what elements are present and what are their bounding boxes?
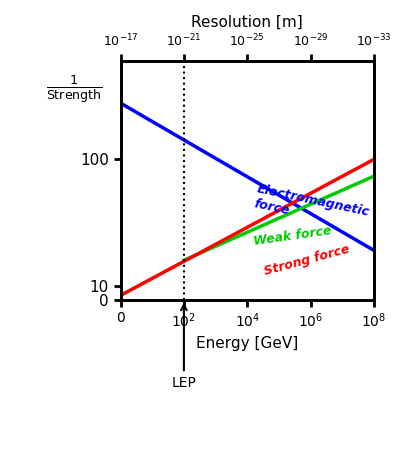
Text: Electromagnetic
force: Electromagnetic force (253, 183, 371, 234)
Text: LEP: LEP (171, 305, 196, 390)
Text: Strong force: Strong force (263, 243, 351, 278)
X-axis label: Resolution [m]: Resolution [m] (191, 15, 303, 30)
X-axis label: Energy [GeV]: Energy [GeV] (196, 336, 298, 351)
Text: $\frac{1}{\rm Strength}$: $\frac{1}{\rm Strength}$ (46, 73, 103, 105)
Text: Weak force: Weak force (253, 225, 333, 248)
